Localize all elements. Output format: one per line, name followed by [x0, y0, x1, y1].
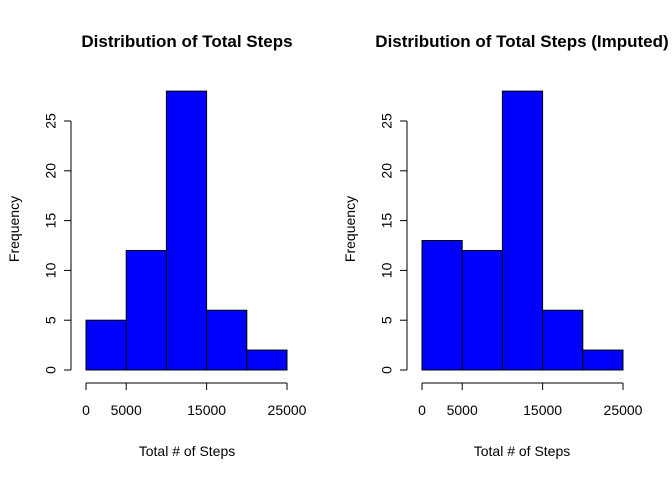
x-tick-label: 5000 — [447, 402, 478, 418]
y-axis: 0 5 10 15 20 25 — [43, 113, 72, 374]
y-tick-label: 5 — [379, 316, 395, 324]
x-tick-label: 0 — [82, 402, 90, 418]
x-tick-label: 15000 — [187, 402, 226, 418]
x-axis-label: Total # of Steps — [139, 443, 236, 459]
y-tick-label: 25 — [379, 113, 395, 129]
x-tick-label: 0 — [418, 402, 426, 418]
histogram-bar — [501, 90, 544, 371]
histogram-bar — [421, 240, 463, 371]
y-tick-label: 20 — [379, 163, 395, 179]
x-tick-label: 15000 — [523, 402, 562, 418]
histogram-panel: Distribution of Total Steps Total # of S… — [6, 32, 307, 459]
histogram-bar — [582, 349, 624, 371]
x-tick-label: 25000 — [268, 402, 307, 418]
y-tick-label: 0 — [43, 366, 59, 374]
y-tick-label: 10 — [43, 262, 59, 278]
x-axis: 0 5000 15000 25000 — [82, 382, 307, 418]
y-tick-label: 25 — [43, 113, 59, 129]
x-tick-label: 25000 — [604, 402, 643, 418]
histogram-panel: Distribution of Total Steps (Imputed) To… — [342, 32, 669, 459]
histogram-bar — [542, 309, 584, 371]
y-tick-label: 15 — [43, 213, 59, 229]
y-tick-label: 20 — [43, 163, 59, 179]
x-axis-label: Total # of Steps — [474, 443, 571, 459]
y-tick-label: 15 — [379, 213, 395, 229]
y-axis-label: Frequency — [6, 196, 22, 262]
histogram-bar — [85, 319, 127, 371]
y-tick-label: 5 — [43, 316, 59, 324]
x-axis: 0 5000 15000 25000 — [418, 382, 643, 418]
histogram-bar — [165, 90, 208, 371]
x-tick-label: 5000 — [111, 402, 142, 418]
histogram-bar — [461, 249, 503, 371]
y-tick-label: 0 — [379, 366, 395, 374]
histogram-bar — [246, 349, 288, 371]
bars-group — [85, 90, 288, 371]
histogram-bar — [206, 309, 248, 371]
chart-title: Distribution of Total Steps — [81, 32, 292, 51]
y-axis: 0 5 10 15 20 25 — [379, 113, 408, 374]
y-axis-label: Frequency — [342, 196, 358, 262]
histogram-bar — [125, 249, 167, 371]
chart-title: Distribution of Total Steps (Imputed) — [375, 32, 668, 51]
bars-group — [421, 90, 624, 371]
y-tick-label: 10 — [379, 262, 395, 278]
